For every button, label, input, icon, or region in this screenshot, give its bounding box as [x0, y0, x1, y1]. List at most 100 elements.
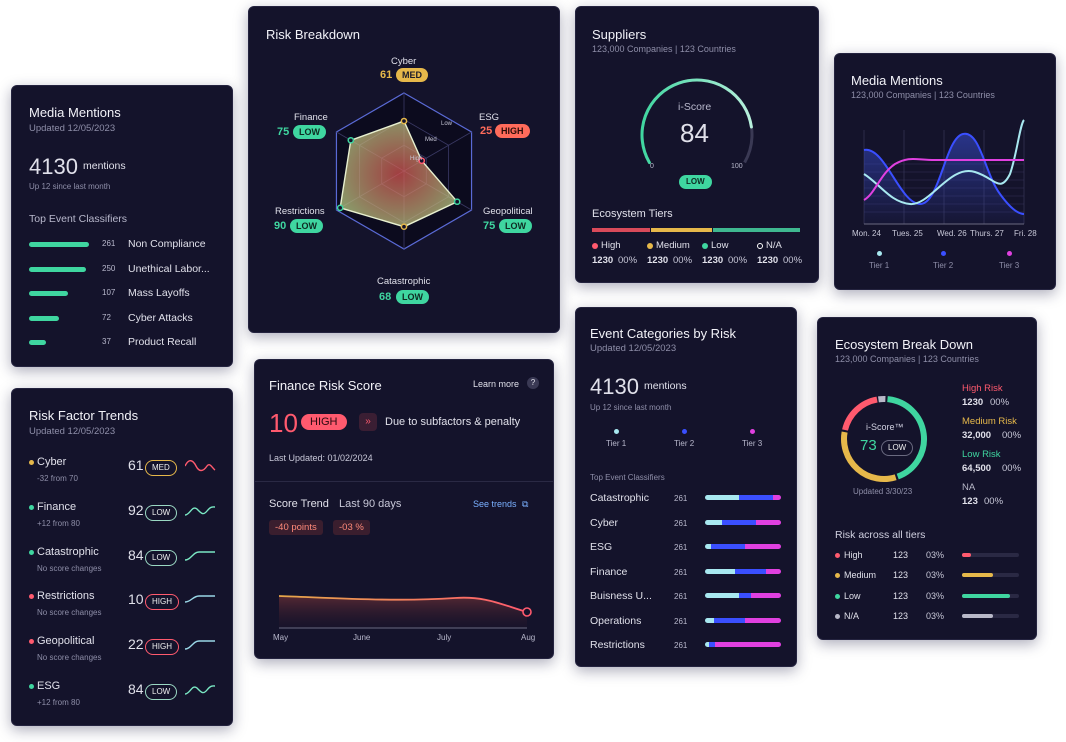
trend-score: 84 — [128, 681, 144, 697]
radar-point — [400, 223, 408, 231]
tier-track — [962, 553, 1019, 557]
percent-chip: -03 % — [333, 520, 370, 535]
classifier-label: Product Recall — [128, 336, 197, 348]
tier-name: N/A — [844, 610, 860, 621]
trend-score: 84 — [128, 546, 144, 563]
sparkline-icon — [185, 595, 215, 604]
category-label: ESG — [590, 541, 613, 553]
radar-axis-badge: LOW — [290, 219, 323, 233]
chevron-down-icon[interactable]: » — [359, 413, 377, 431]
trend-badge: LOW — [145, 504, 178, 521]
see-trends-link[interactable]: See trends — [473, 499, 517, 509]
tier-fill — [962, 553, 971, 557]
tier-fill — [962, 573, 993, 578]
group-count: 1230 — [962, 397, 984, 408]
legend-dot — [647, 243, 653, 249]
category-count: 261 — [674, 592, 688, 601]
radar-point — [336, 204, 344, 212]
radar-axis-badge: LOW — [499, 219, 532, 233]
category-count: 261 — [674, 567, 688, 577]
iscore-gauge — [640, 78, 754, 164]
radar-ring-label: Low — [441, 121, 453, 127]
tiers-bar — [592, 228, 800, 232]
trend-name: ESG — [37, 680, 61, 692]
gauge-score: 84 — [680, 118, 709, 148]
learn-more-link[interactable]: Learn more — [473, 379, 520, 389]
classifier-bar — [29, 315, 59, 321]
category-stacked-bar — [705, 593, 781, 598]
tier-label: Tier 2 — [933, 261, 954, 270]
card-subtitle: 123,000 Companies | 123 Countries — [592, 44, 736, 54]
category-bar-segment — [765, 568, 781, 574]
mention-change: Up 12 since last month — [29, 182, 111, 191]
group-count: 123 — [962, 496, 978, 507]
status-dot — [29, 639, 34, 645]
tier-dot — [835, 553, 840, 558]
donut-label: i-Score™ — [866, 422, 904, 432]
external-link-icon[interactable]: ⧉ — [522, 499, 529, 509]
group-pct: 00% — [990, 397, 1010, 408]
donut-score: 73 — [860, 437, 877, 454]
tier-pct: 03% — [926, 610, 945, 621]
donut-segment-low — [887, 396, 927, 480]
month-label: Aug — [521, 633, 536, 642]
radar-point — [347, 136, 355, 144]
tier-label: Tier 1 — [606, 439, 627, 448]
finance-badge: HIGH — [301, 414, 347, 430]
tier-label: Tier 2 — [674, 439, 695, 448]
radar-point — [453, 198, 461, 206]
trend-score: 22 — [128, 636, 144, 653]
mention-unit: mentions — [83, 160, 126, 172]
mention-unit: mentions — [644, 380, 687, 392]
event-categories-card: Event Categories by Risk Updated 12/05/2… — [575, 307, 797, 667]
group-count: 64,500 — [962, 463, 992, 474]
sparkline-icon — [185, 640, 215, 650]
trend-name: Restrictions — [37, 590, 95, 603]
finance-score: 10 — [269, 408, 298, 438]
trend-name: Finance — [37, 500, 77, 513]
category-bar-segment — [773, 495, 781, 500]
category-bar-segment — [745, 544, 781, 549]
sparkline-icon — [185, 550, 215, 561]
radar-axis-score: 75 — [483, 220, 496, 232]
day-label: Fri. 28 — [1014, 229, 1037, 238]
radar-axis-score: 68 — [379, 291, 392, 303]
category-label: Catastrophic — [590, 492, 649, 504]
help-icon[interactable]: ? — [527, 377, 539, 389]
day-label: Mon. 24 — [852, 229, 881, 238]
legend-pct: 00% — [673, 255, 693, 266]
category-bar-segment — [708, 642, 715, 647]
legend-name: Low — [711, 240, 729, 251]
tier3-line — [863, 158, 1024, 201]
tier-dot — [941, 251, 946, 256]
tiers-title: Ecosystem Tiers — [592, 208, 673, 220]
classifier-label: Cyber Attacks — [128, 311, 193, 324]
category-stacked-bar — [705, 544, 781, 549]
radar-axis-score: 61 — [380, 69, 393, 81]
tier-dot — [835, 613, 840, 619]
trend-change: No score changes — [37, 563, 102, 573]
tier1-line — [863, 119, 1025, 206]
legend-count: 1230 — [647, 255, 669, 266]
category-stacked-bar — [705, 495, 781, 500]
category-bar-segment — [705, 495, 740, 500]
radar-chart: Low Med High — [335, 92, 473, 250]
trend-end-point — [522, 607, 532, 617]
tier-count: 123 — [893, 550, 909, 560]
tier-dot — [682, 429, 687, 434]
trend-name: Geopolitical — [37, 635, 95, 648]
mention-count: 4130 — [590, 374, 639, 399]
all-tiers-title: Risk across all tiers — [835, 529, 926, 541]
category-stacked-bar — [705, 617, 781, 623]
radar-axis-badge: HIGH — [495, 124, 530, 138]
radar-axis-score: 90 — [274, 220, 287, 232]
trend-change: -32 from 70 — [37, 474, 78, 483]
category-bar-segment — [750, 593, 781, 598]
trend-change: +12 from 80 — [37, 698, 80, 707]
trend-range: Last 90 days — [339, 498, 402, 510]
tier-dot — [614, 429, 619, 434]
tier-count: 123 — [893, 610, 909, 621]
legend-count: 1230 — [592, 255, 614, 266]
legend-name: N/A — [766, 240, 782, 251]
radar-axis-badge: LOW — [293, 125, 326, 139]
